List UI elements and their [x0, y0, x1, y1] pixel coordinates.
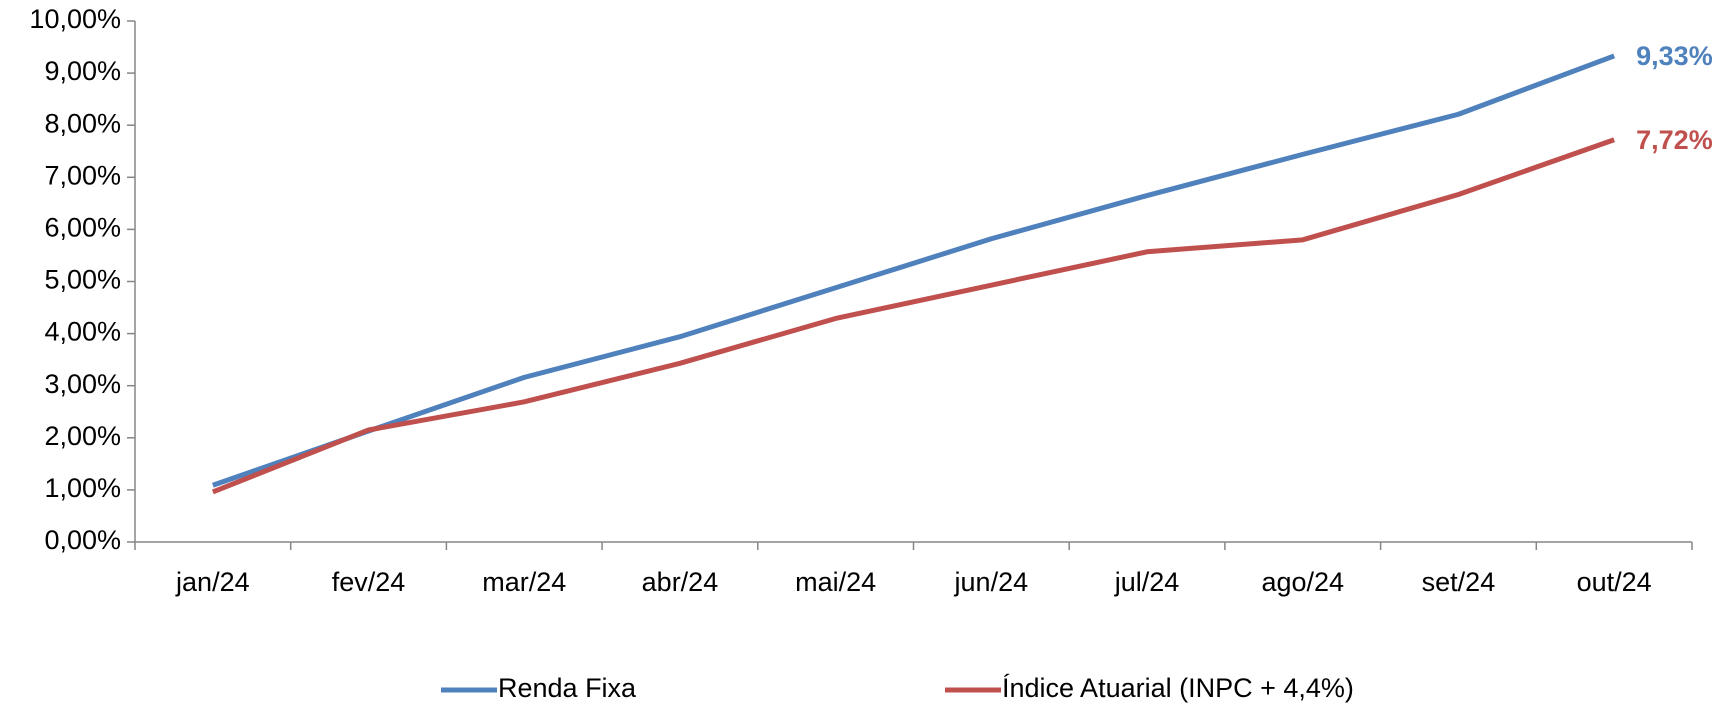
series-line: [212, 53, 1616, 488]
legend-label: Índice Atuarial (INPC + 4,4%): [1002, 673, 1354, 703]
y-tick-label: 9,00%: [44, 56, 121, 86]
y-tick-label: 2,00%: [44, 421, 121, 451]
y-tick-label: 5,00%: [44, 265, 121, 295]
x-tick-label: mar/24: [482, 567, 566, 597]
y-tick-label: 1,00%: [44, 473, 121, 503]
x-tick-label: jan/24: [175, 567, 250, 597]
x-tick-label: jun/24: [954, 567, 1029, 597]
legend-label: Renda Fixa: [498, 673, 637, 703]
y-tick-label: 3,00%: [44, 369, 121, 399]
x-tick-label: jul/24: [1114, 567, 1180, 597]
series-line: [211, 137, 1615, 495]
x-tick-label: abr/24: [642, 567, 719, 597]
data-label: 9,33%: [1636, 41, 1713, 71]
y-tick-label: 0,00%: [44, 525, 121, 555]
y-tick-label: 6,00%: [44, 213, 121, 243]
x-tick-label: ago/24: [1261, 567, 1344, 597]
x-tick-label: out/24: [1577, 567, 1652, 597]
x-tick-label: set/24: [1422, 567, 1496, 597]
y-tick-label: 7,00%: [44, 160, 121, 190]
y-tick-label: 8,00%: [44, 108, 121, 138]
y-tick-label: 4,00%: [44, 317, 121, 347]
y-tick-label: 10,00%: [29, 4, 121, 34]
x-tick-label: mai/24: [795, 567, 876, 597]
data-label: 7,72%: [1636, 125, 1713, 155]
x-tick-label: fev/24: [332, 567, 406, 597]
